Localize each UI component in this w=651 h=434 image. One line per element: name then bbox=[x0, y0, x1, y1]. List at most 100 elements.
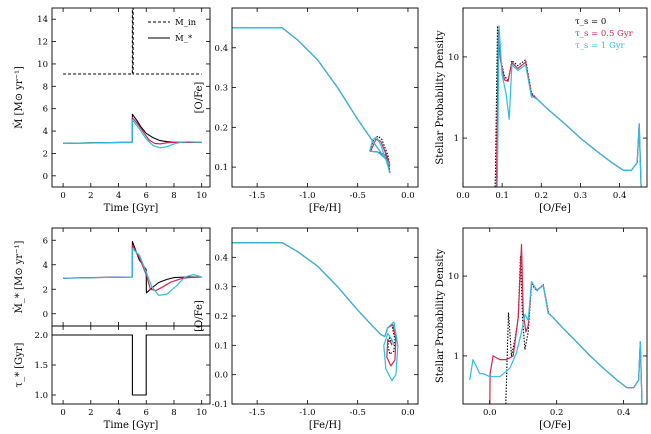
legend-entry: Ṁ_in bbox=[175, 16, 197, 28]
x-tick-label: 0.0 bbox=[401, 191, 415, 201]
y-tick-label: 0.0 bbox=[214, 371, 228, 381]
x-tick-label: 2 bbox=[88, 191, 93, 201]
x-tick-label: -0.5 bbox=[349, 408, 365, 418]
y-tick-label: 0 bbox=[43, 172, 48, 182]
y-tick-label: 2 bbox=[43, 149, 48, 159]
x-tick-label: 4 bbox=[116, 191, 121, 201]
x-axis-label: [Fe/H] bbox=[309, 420, 341, 431]
legend-entry: τ_s = 0.5 Gyr bbox=[575, 29, 634, 39]
plot-frame bbox=[462, 7, 648, 188]
y-tick-label: 8 bbox=[43, 82, 48, 92]
x-tick-label: 6 bbox=[144, 408, 149, 418]
series-line-2 bbox=[469, 281, 643, 404]
series-line-1 bbox=[232, 27, 391, 174]
panel-ofe-mdf-dip: 0.0 0.2 0.4 1 10 [O/Fe] Stellar Probability De… bbox=[435, 227, 648, 431]
x-tick-label: 0.4 bbox=[617, 408, 631, 418]
panel-ofe-feh-dip: -1.5 -1.0 -0.5 0.0 -0.1 0.0 0.1 0.2 0.3 0.4 [Fe/H]… bbox=[194, 227, 419, 431]
x-axis-label: [O/Fe] bbox=[539, 420, 571, 431]
y-tick-label: 0.1 bbox=[214, 163, 228, 173]
y-tick-label: 12 bbox=[37, 38, 48, 48]
x-tick-label: 0 bbox=[60, 408, 65, 418]
legend-entry: τ_s = 0 bbox=[575, 17, 606, 27]
x-tick-label: -1.0 bbox=[299, 408, 315, 418]
y-tick-label: 14 bbox=[37, 15, 48, 25]
x-tick-label: 0.3 bbox=[574, 191, 588, 201]
y-axis-label: Ṁ_* [M⊙ yr⁻¹] bbox=[13, 241, 25, 314]
legend: τ_s = 0 τ_s = 0.5 Gyr τ_s = 1 Gyr bbox=[575, 17, 634, 51]
y-tick-label: 0.1 bbox=[214, 341, 228, 351]
x-tick-label: 10 bbox=[196, 408, 207, 418]
series-line-0 bbox=[52, 334, 210, 396]
series-line-0 bbox=[232, 27, 391, 174]
series-group bbox=[63, 240, 202, 296]
panel-tau-star: 0 2 4 6 8 10 1.0 1.5 2.0 Time [Gyr] τ_* [Gyr] bbox=[14, 325, 211, 431]
series-line-0 bbox=[232, 242, 396, 355]
y-axis-label: Ṁ [M⊙ yr⁻¹] bbox=[13, 66, 25, 129]
panel-inflow-sfr-burst: 0 2 4 6 8 10 0 2 4 6 8 10 12 14 Time [Gyr] Ṁ [M⊙ yr⁻¹] Ṁ… bbox=[13, 7, 211, 214]
x-tick-label: 0.0 bbox=[456, 191, 470, 201]
y-tick-label: 6 bbox=[43, 105, 48, 115]
series-group bbox=[63, 8, 202, 149]
y-tick-label: 0.2 bbox=[214, 123, 228, 133]
series-line-3 bbox=[63, 119, 202, 149]
x-tick-label: 6 bbox=[144, 191, 149, 201]
x-axis-label: Time [Gyr] bbox=[104, 420, 159, 431]
x-tick-label: 0.0 bbox=[401, 408, 415, 418]
x-tick-label: 0.2 bbox=[550, 408, 564, 418]
x-tick-label: 8 bbox=[171, 191, 176, 201]
panel-sfr-sfe-dip: 0 2 4 6 Ṁ_* [M⊙ yr⁻¹] bbox=[13, 227, 211, 327]
series-line-1 bbox=[232, 242, 397, 367]
y-tick-label: 4 bbox=[43, 261, 48, 271]
x-axis-label: [Fe/H] bbox=[309, 203, 341, 214]
y-tick-label: 1.5 bbox=[34, 361, 48, 371]
y-tick-label: -0.1 bbox=[212, 400, 228, 410]
y-tick-label: 10 bbox=[37, 60, 48, 70]
series-line-0 bbox=[63, 8, 202, 75]
y-axis-label: Stellar Probability Density bbox=[435, 249, 446, 384]
x-tick-label: -1.5 bbox=[249, 191, 265, 201]
x-axis-label: Time [Gyr] bbox=[104, 203, 159, 214]
y-tick-label: 0.3 bbox=[214, 84, 228, 94]
series-group bbox=[232, 242, 399, 382]
x-tick-label: 2 bbox=[88, 408, 93, 418]
y-tick-label: 10 bbox=[448, 272, 459, 282]
plot-frame bbox=[231, 7, 419, 188]
y-tick-label: 0.3 bbox=[214, 283, 228, 293]
y-tick-label: 1 bbox=[454, 134, 459, 144]
legend: Ṁ_in Ṁ_* bbox=[148, 16, 197, 44]
x-tick-label: -0.5 bbox=[349, 191, 365, 201]
x-tick-label: 0 bbox=[60, 191, 65, 201]
y-tick-label: 0 bbox=[43, 310, 48, 320]
panel-ofe-feh-burst: -1.5 -1.0 -0.5 0.0 0.1 0.2 0.3 0.4 [Fe/H] [O/Fe] bbox=[194, 7, 419, 214]
x-tick-label: 4 bbox=[116, 408, 121, 418]
y-tick-label: 6 bbox=[43, 236, 48, 246]
x-tick-label: 0.4 bbox=[613, 191, 627, 201]
y-tick-label: 1 bbox=[454, 352, 459, 362]
y-tick-label: 0.4 bbox=[214, 253, 228, 263]
y-tick-label: 4 bbox=[43, 127, 48, 137]
series-group bbox=[232, 27, 391, 174]
x-tick-label: 8 bbox=[171, 408, 176, 418]
series-line-1 bbox=[489, 243, 643, 404]
x-tick-label: 10 bbox=[196, 191, 207, 201]
plot-frame bbox=[462, 227, 648, 405]
y-axis-label: [O/Fe] bbox=[194, 82, 205, 114]
x-tick-label: 0.2 bbox=[535, 191, 549, 201]
series-group bbox=[52, 334, 210, 396]
series-group bbox=[469, 243, 643, 404]
series-line-1 bbox=[495, 31, 642, 187]
x-tick-label: 0.1 bbox=[495, 191, 509, 201]
x-tick-label: -1.0 bbox=[299, 191, 315, 201]
y-tick-label: 2 bbox=[43, 285, 48, 295]
y-tick-label: 2.0 bbox=[34, 331, 48, 341]
series-line-2 bbox=[63, 248, 202, 296]
y-axis-label: [O/Fe] bbox=[194, 300, 205, 332]
panel-ofe-mdf-burst: 0.0 0.1 0.2 0.3 0.4 1 10 [O/Fe] Stellar Probabil… bbox=[435, 7, 648, 214]
legend-entry: τ_s = 1 Gyr bbox=[575, 41, 626, 51]
legend-entry: Ṁ_* bbox=[175, 32, 193, 44]
y-tick-label: 10 bbox=[448, 53, 459, 63]
x-tick-label: 0.0 bbox=[483, 408, 497, 418]
plot-frame bbox=[51, 325, 211, 405]
y-axis-label: τ_* [Gyr] bbox=[14, 342, 25, 387]
